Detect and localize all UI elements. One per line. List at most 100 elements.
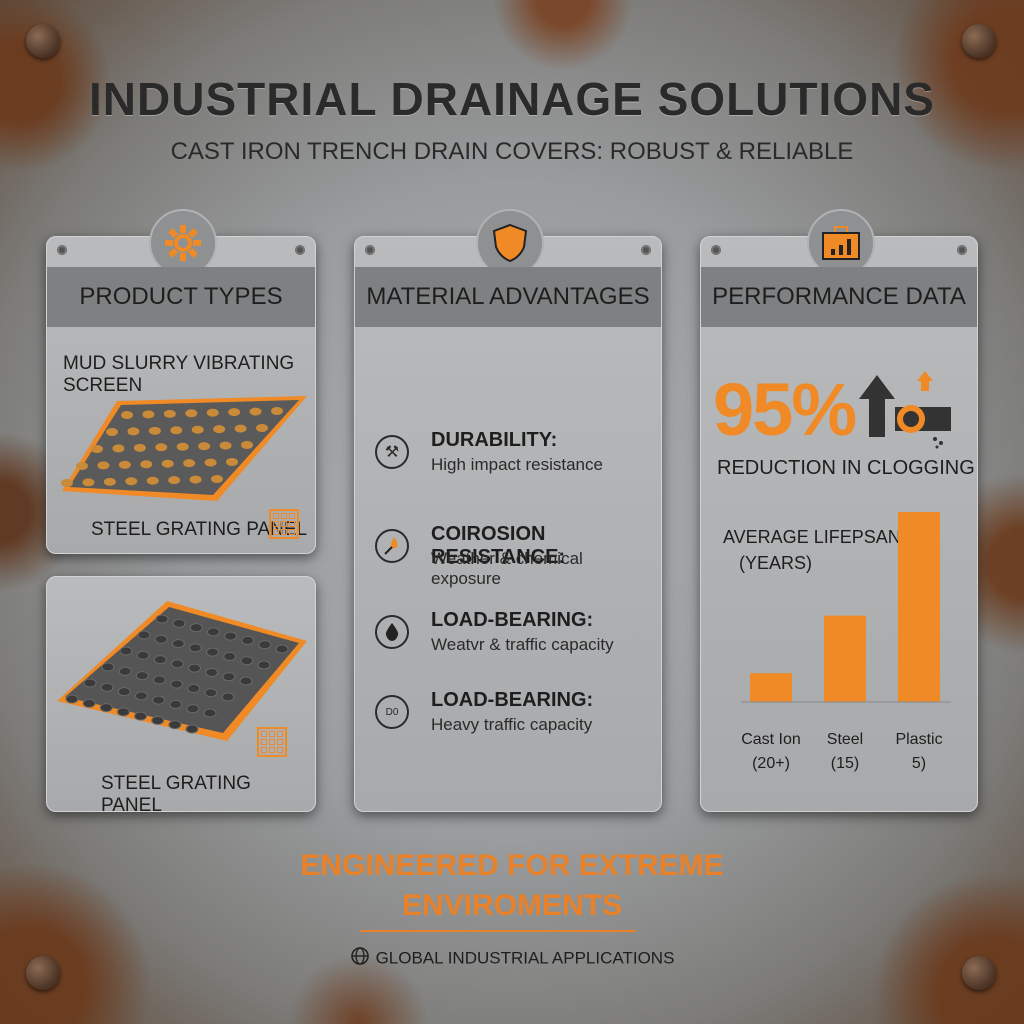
grating-hole	[211, 475, 223, 483]
advantage-desc: Heavy traffic capacity	[431, 715, 593, 734]
grating-hole	[257, 660, 271, 670]
grating-hole	[99, 703, 113, 713]
grating-hole	[191, 425, 204, 434]
grating-hole	[224, 631, 238, 641]
grating-hole	[241, 441, 253, 449]
advantage-title: LOAD-BEARING:	[431, 689, 594, 711]
grating-label-1: STEEL GRATING PANEL	[91, 519, 308, 540]
grating-hole	[185, 409, 198, 418]
grating-hole	[117, 687, 131, 697]
grating-hole	[134, 711, 148, 721]
grating-hole	[271, 407, 283, 415]
grating-hole	[206, 627, 220, 637]
grating-hole	[169, 699, 183, 709]
grating-hole	[119, 646, 133, 656]
grating-hole	[234, 424, 247, 433]
grating-hole	[185, 724, 199, 734]
advantage-row: D0 LOAD-BEARING: Heavy traffic capacity	[375, 689, 651, 749]
rivet-top-left	[26, 24, 60, 58]
rivet-bottom-right	[962, 956, 996, 990]
grating-hole	[118, 666, 132, 676]
grating-hole	[82, 698, 96, 708]
flow-up-icon	[859, 371, 951, 449]
grating-hole	[116, 707, 130, 717]
material-advantages-heading: MATERIAL ADVANTAGES	[355, 267, 661, 327]
tick-label: Plastic	[895, 731, 942, 748]
grating-hole	[222, 672, 236, 682]
footer-tagline-text: GLOBAL INDUSTRIAL APPLICATIONS	[375, 948, 675, 968]
grating-hole	[148, 426, 161, 435]
shield-icon	[476, 209, 544, 277]
performance-panel: PERFORMANCE DATA 95% REDUCTION IN CLOGGI…	[700, 209, 978, 812]
grating-hole	[171, 639, 185, 649]
grating-hole	[146, 476, 159, 485]
advantage-desc: High impact resistance	[431, 455, 603, 474]
grating-hole	[239, 676, 253, 686]
grating-hole	[170, 659, 184, 669]
grating-hole	[152, 675, 166, 685]
grating-hole	[155, 614, 169, 624]
grating-hole	[76, 462, 88, 470]
product-types-panel-2: STEEL GRATING PANEL	[46, 576, 316, 816]
grating-hole	[240, 656, 254, 666]
grating-hole	[206, 408, 219, 417]
grating-hole	[170, 426, 183, 435]
grating-hole	[256, 424, 268, 432]
grating-hole	[187, 683, 201, 693]
grating-hole	[127, 427, 140, 436]
grating-hole	[97, 461, 110, 470]
grating-hole	[188, 663, 202, 673]
grating-hole	[226, 458, 238, 466]
grating-panel-image-2	[57, 601, 307, 741]
rivet-bottom-left	[26, 956, 60, 990]
weight-icon: D0	[375, 695, 409, 729]
grating-hole	[204, 688, 218, 698]
grating-hole	[219, 441, 232, 450]
grating-hole	[137, 630, 151, 640]
bar-0	[750, 673, 792, 702]
rivet-top-right	[962, 24, 996, 58]
grating-hole	[135, 671, 149, 681]
product-types-heading: PRODUCT TYPES	[47, 267, 315, 327]
grating-hole	[188, 643, 202, 653]
grating-hole	[154, 634, 168, 644]
bar-1	[824, 615, 866, 702]
grating-hole	[241, 635, 255, 645]
grating-hole	[205, 667, 219, 677]
grating-hole	[118, 460, 131, 469]
tick-label: Cast Ion	[741, 731, 801, 748]
tick-label: (15)	[831, 755, 859, 772]
tick-label: Steel	[827, 731, 863, 748]
grating-hole	[103, 477, 116, 486]
grating-title: MUD SLURRY VIBRATING SCREEN	[63, 353, 295, 396]
product-types-panel: PRODUCT TYPES MUD SLURRY VIBRATING SCREE…	[46, 209, 316, 554]
grating-hole	[101, 662, 115, 672]
footer-headline-line-2: ENVIROMENTS	[401, 889, 623, 922]
grating-hole	[136, 650, 150, 660]
grating-hole	[161, 459, 174, 468]
grating-hole	[125, 477, 138, 486]
grating-label-2: STEEL GRATING PANEL	[101, 773, 251, 816]
chart-title-1: AVERAGE LIFEPSAN	[723, 527, 901, 547]
grating-hole	[168, 720, 182, 730]
advantage-desc: Weather & chemical exposure	[431, 549, 583, 588]
grating-hole	[133, 443, 146, 452]
grating-hole	[249, 407, 262, 416]
grating-hole	[213, 425, 226, 434]
material-advantages-panel: MATERIAL ADVANTAGES ⚒ DURABILITY: High i…	[354, 209, 662, 812]
grating-hole	[151, 715, 165, 725]
advantage-desc: Weatvr & traffic capacity	[431, 635, 614, 654]
tick-label: (20+)	[752, 755, 790, 772]
page-subtitle: CAST IRON TRENCH DRAIN COVERS: ROBUST & …	[170, 138, 854, 165]
grating-hole	[163, 409, 176, 418]
globe-icon	[350, 946, 370, 971]
footer-divider	[360, 930, 636, 932]
grating-hole	[134, 691, 148, 701]
grating-hole	[121, 411, 133, 419]
grating-hole	[189, 623, 203, 633]
grating-hole	[91, 445, 103, 453]
drop-icon	[375, 615, 409, 649]
grating-hole	[228, 408, 241, 417]
stat-value: 95%	[713, 368, 857, 451]
grating-hole	[140, 460, 153, 469]
